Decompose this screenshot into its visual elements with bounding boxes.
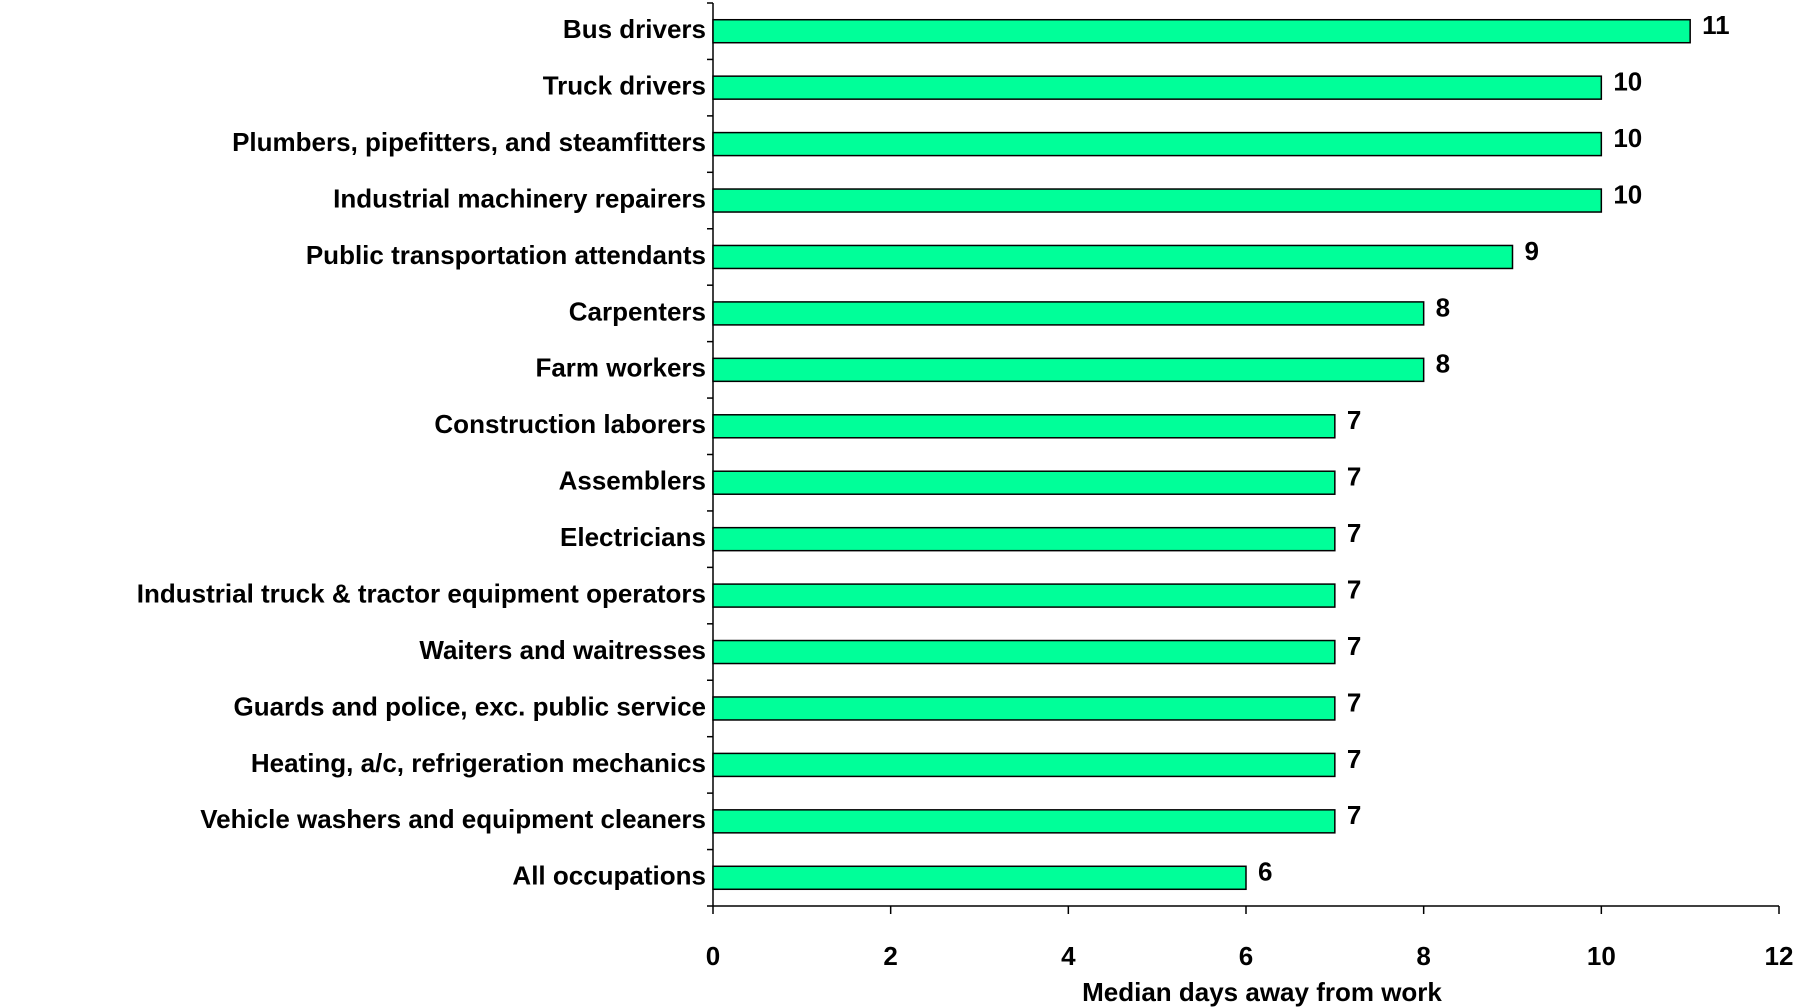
y-tick-label: Assemblers — [559, 466, 706, 496]
bar — [712, 357, 1425, 383]
bar — [712, 526, 1336, 552]
x-tick-label: 0 — [706, 941, 720, 971]
y-tick-label: Vehicle washers and equipment cleaners — [200, 804, 706, 834]
value-label: 7 — [1347, 687, 1361, 717]
bar — [712, 75, 1603, 100]
value-label: 10 — [1613, 67, 1642, 97]
bar — [712, 244, 1514, 270]
y-tick-label: Plumbers, pipefitters, and steamfitters — [232, 127, 706, 157]
y-tick-label: Farm workers — [535, 353, 706, 383]
x-tick-label: 12 — [1765, 941, 1794, 971]
y-tick-label: Waiters and waitresses — [419, 635, 706, 665]
y-tick-label: All occupations — [512, 861, 706, 891]
value-label: 10 — [1613, 123, 1642, 153]
bar — [712, 696, 1336, 721]
bar — [712, 809, 1336, 834]
y-tick-label: Bus drivers — [563, 14, 706, 44]
value-label: 8 — [1436, 349, 1450, 379]
value-label: 7 — [1347, 744, 1361, 774]
x-axis-label: Median days away from work — [1082, 977, 1442, 1007]
y-tick-label: Industrial machinery repairers — [333, 183, 706, 213]
bar — [712, 18, 1691, 44]
x-tick-label: 10 — [1587, 941, 1616, 971]
x-tick-label: 6 — [1239, 941, 1253, 971]
value-label: 7 — [1347, 462, 1361, 492]
bar — [712, 752, 1336, 778]
y-tick-label: Construction laborers — [434, 409, 706, 439]
bar — [712, 639, 1336, 665]
value-label: 7 — [1347, 800, 1361, 830]
bar — [712, 865, 1247, 891]
y-tick-label: Carpenters — [569, 296, 706, 326]
value-label: 6 — [1258, 857, 1272, 887]
y-tick-label: Electricians — [560, 522, 706, 552]
value-label: 11 — [1702, 10, 1730, 40]
x-tick-label: 2 — [883, 941, 897, 971]
value-label: 7 — [1347, 631, 1361, 661]
bar — [712, 414, 1336, 439]
value-label: 9 — [1525, 236, 1539, 266]
y-tick-label: Public transportation attendants — [306, 240, 706, 270]
y-tick-label: Heating, a/c, refrigeration mechanics — [251, 748, 706, 778]
y-tick-label: Industrial truck & tractor equipment ope… — [137, 578, 706, 608]
value-label: 7 — [1347, 574, 1361, 604]
bar — [712, 583, 1336, 608]
value-label: 8 — [1436, 292, 1450, 322]
value-label: 7 — [1347, 405, 1361, 435]
bar — [712, 131, 1603, 157]
value-label: 10 — [1613, 179, 1642, 209]
y-tick-label: Truck drivers — [543, 71, 706, 101]
value-label: 7 — [1347, 518, 1361, 548]
y-tick-label: Guards and police, exc. public service — [233, 691, 706, 721]
bar — [712, 301, 1425, 326]
bar — [712, 188, 1603, 213]
x-tick-label: 4 — [1061, 941, 1076, 971]
x-tick-label: 8 — [1416, 941, 1430, 971]
bar — [712, 470, 1336, 495]
